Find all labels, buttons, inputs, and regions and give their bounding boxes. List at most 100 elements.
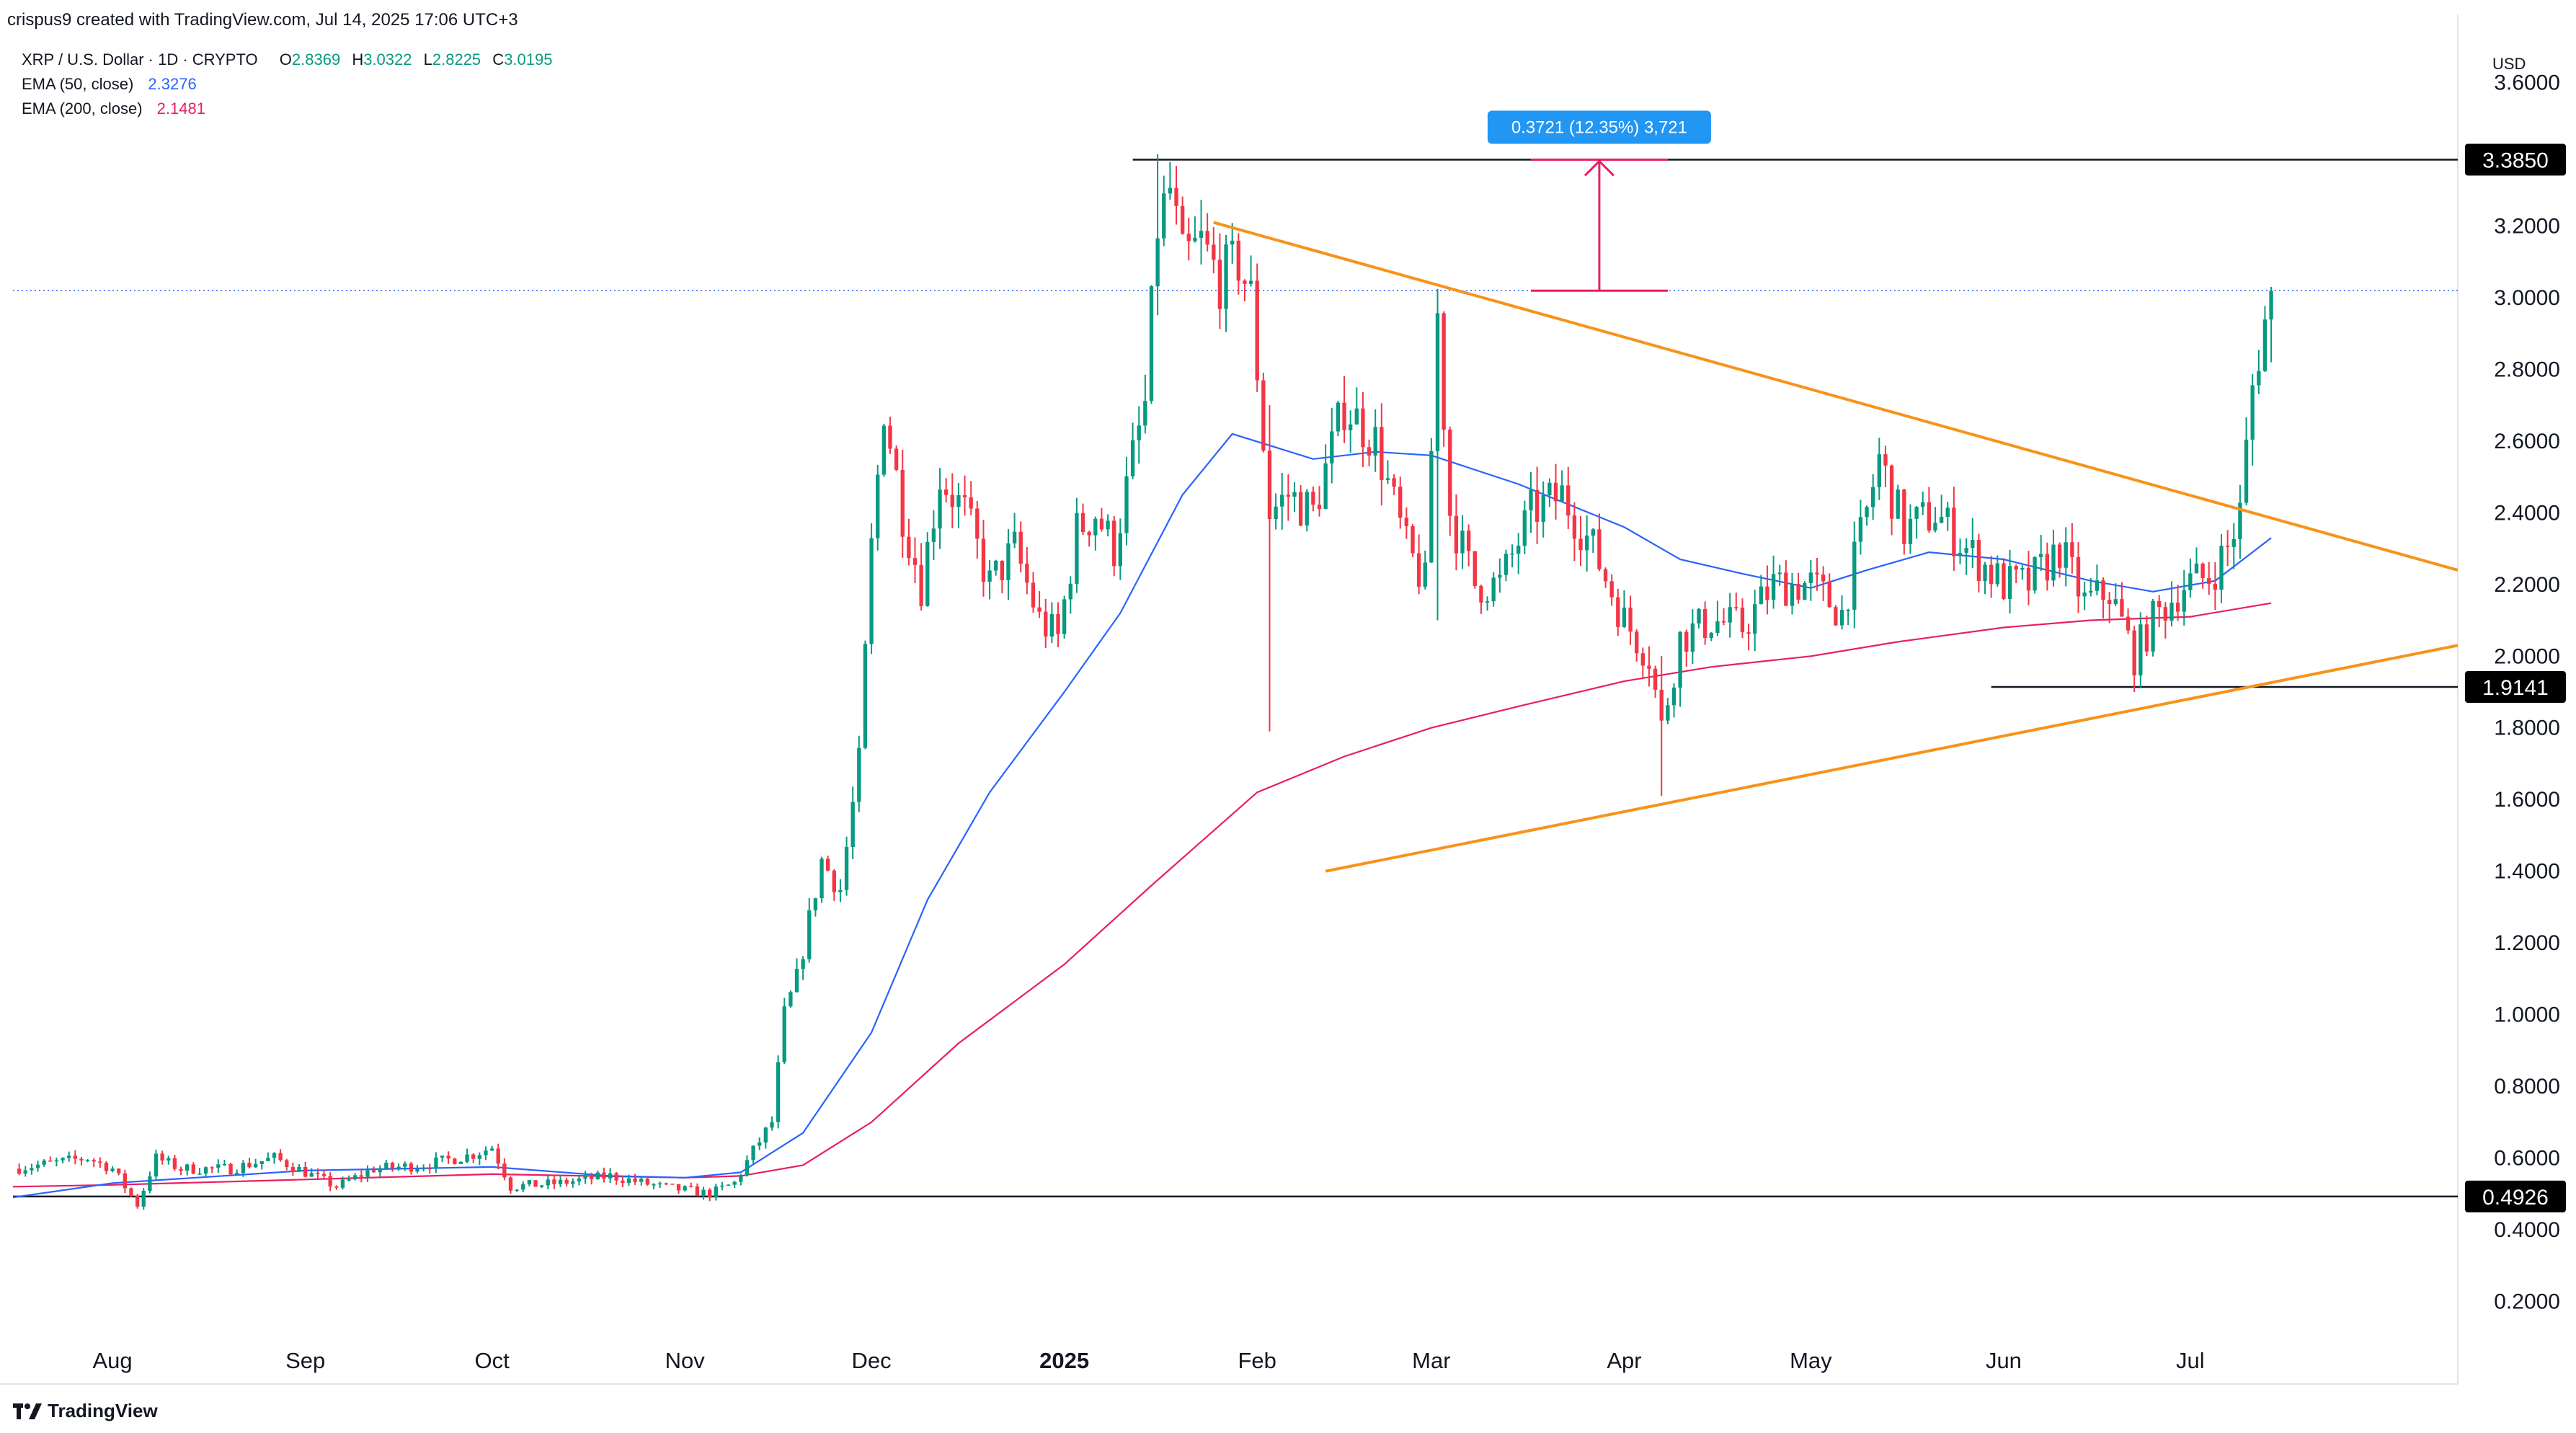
candle-body: [1280, 494, 1284, 507]
candle-body: [1230, 240, 1235, 245]
candle-body: [683, 1186, 687, 1191]
candle-body: [235, 1173, 239, 1175]
candle-body: [334, 1186, 339, 1188]
candle-body: [154, 1153, 159, 1177]
candle-body: [975, 508, 980, 539]
candle-body: [969, 497, 973, 509]
candle-body: [30, 1168, 34, 1171]
candle-body: [1112, 520, 1116, 567]
candle-body: [73, 1155, 77, 1159]
candle-body: [2132, 630, 2136, 675]
candle-body: [1367, 447, 1372, 456]
candle-body: [1498, 574, 1502, 578]
candle-body: [1740, 608, 1745, 633]
candle-body: [981, 538, 986, 582]
candle-body: [701, 1189, 706, 1197]
price-tick-label: 0.4000: [2494, 1218, 2560, 1242]
low-label: L: [423, 50, 432, 68]
candle-body: [1721, 621, 1726, 623]
candle-body: [2269, 290, 2273, 320]
candle-body: [1690, 623, 1695, 652]
tradingview-brand[interactable]: TradingView: [13, 1400, 158, 1422]
candle-body: [222, 1163, 227, 1166]
candle-body: [465, 1154, 469, 1162]
candle-body: [857, 747, 861, 802]
candle-body: [1871, 487, 1875, 507]
candle-body: [1547, 482, 1552, 496]
candle-body: [676, 1184, 681, 1191]
ema50-legend-row[interactable]: EMA (50, close) 2.3276: [22, 72, 552, 97]
candle-body: [1323, 463, 1328, 510]
candle-body: [1622, 607, 1627, 627]
candle-body: [309, 1173, 314, 1177]
candle-body: [1168, 187, 1173, 194]
candle-body: [1243, 280, 1247, 284]
candle-body: [1224, 244, 1228, 309]
candle-body: [1578, 538, 1583, 551]
candle-body: [2082, 593, 2087, 597]
candle-body: [110, 1168, 115, 1171]
candle-body: [645, 1179, 650, 1185]
candle-body: [1635, 631, 1639, 654]
candle-body: [1553, 482, 1558, 502]
candle-body: [695, 1186, 700, 1197]
price-tick-label: 1.6000: [2494, 788, 2560, 812]
price-tick-label: 3.0000: [2494, 286, 2560, 310]
candle-body: [2126, 616, 2131, 631]
candle-body: [1790, 583, 1795, 606]
candle-body: [148, 1176, 152, 1191]
candle-body: [1298, 492, 1303, 526]
candle-body: [185, 1164, 190, 1171]
ema200-legend-row[interactable]: EMA (200, close) 2.1481: [22, 97, 552, 121]
candle-body: [1815, 572, 1819, 575]
candle-body: [390, 1163, 395, 1168]
candle-body: [539, 1185, 544, 1187]
candle-body: [259, 1161, 264, 1164]
candle-body: [533, 1180, 538, 1187]
candle-body: [415, 1168, 419, 1172]
trendline: [1213, 221, 2459, 572]
price-level-label-box: [2465, 143, 2566, 176]
candle-body: [396, 1166, 401, 1168]
candle-body: [172, 1158, 177, 1169]
candle-body: [1062, 599, 1067, 634]
candle-body: [1460, 531, 1465, 554]
candle-body: [1666, 705, 1670, 721]
candle-body: [1137, 425, 1141, 440]
candle-body: [1541, 495, 1545, 522]
candle-body: [1473, 551, 1477, 586]
candle-body: [515, 1189, 519, 1191]
candle-body: [1037, 607, 1041, 612]
candle-body: [813, 898, 818, 910]
candle-body: [1510, 554, 1514, 555]
candle-body: [925, 541, 930, 606]
candle-body: [2182, 590, 2186, 612]
candle-body: [626, 1178, 631, 1184]
candle-body: [1640, 653, 1645, 666]
price-tick-label: 1.4000: [2494, 860, 2560, 884]
candle-body: [179, 1168, 183, 1171]
candle-body: [789, 992, 793, 1007]
candle-body: [1348, 424, 1353, 430]
candle-body: [446, 1155, 450, 1159]
candle-body: [2244, 439, 2249, 503]
candle-body: [1485, 601, 1490, 603]
candle-body: [900, 469, 905, 537]
symbol-label[interactable]: XRP / U.S. Dollar · 1D · CRYPTO: [22, 50, 258, 68]
candle-body: [595, 1172, 600, 1180]
candle-body: [1466, 531, 1471, 551]
high-label: H: [352, 50, 364, 68]
measure-arrow-head: [1584, 159, 1615, 177]
candle-body: [1130, 440, 1135, 476]
candle-body: [1087, 531, 1091, 536]
candle-body: [1186, 234, 1191, 241]
candle-body: [1865, 507, 1869, 518]
candle-body: [1068, 583, 1072, 600]
close-value: 3.0195: [504, 50, 553, 68]
candle-body: [1939, 517, 1944, 523]
candle-body: [1448, 430, 1452, 516]
candle-body: [477, 1155, 482, 1159]
candle-body: [2051, 544, 2056, 581]
